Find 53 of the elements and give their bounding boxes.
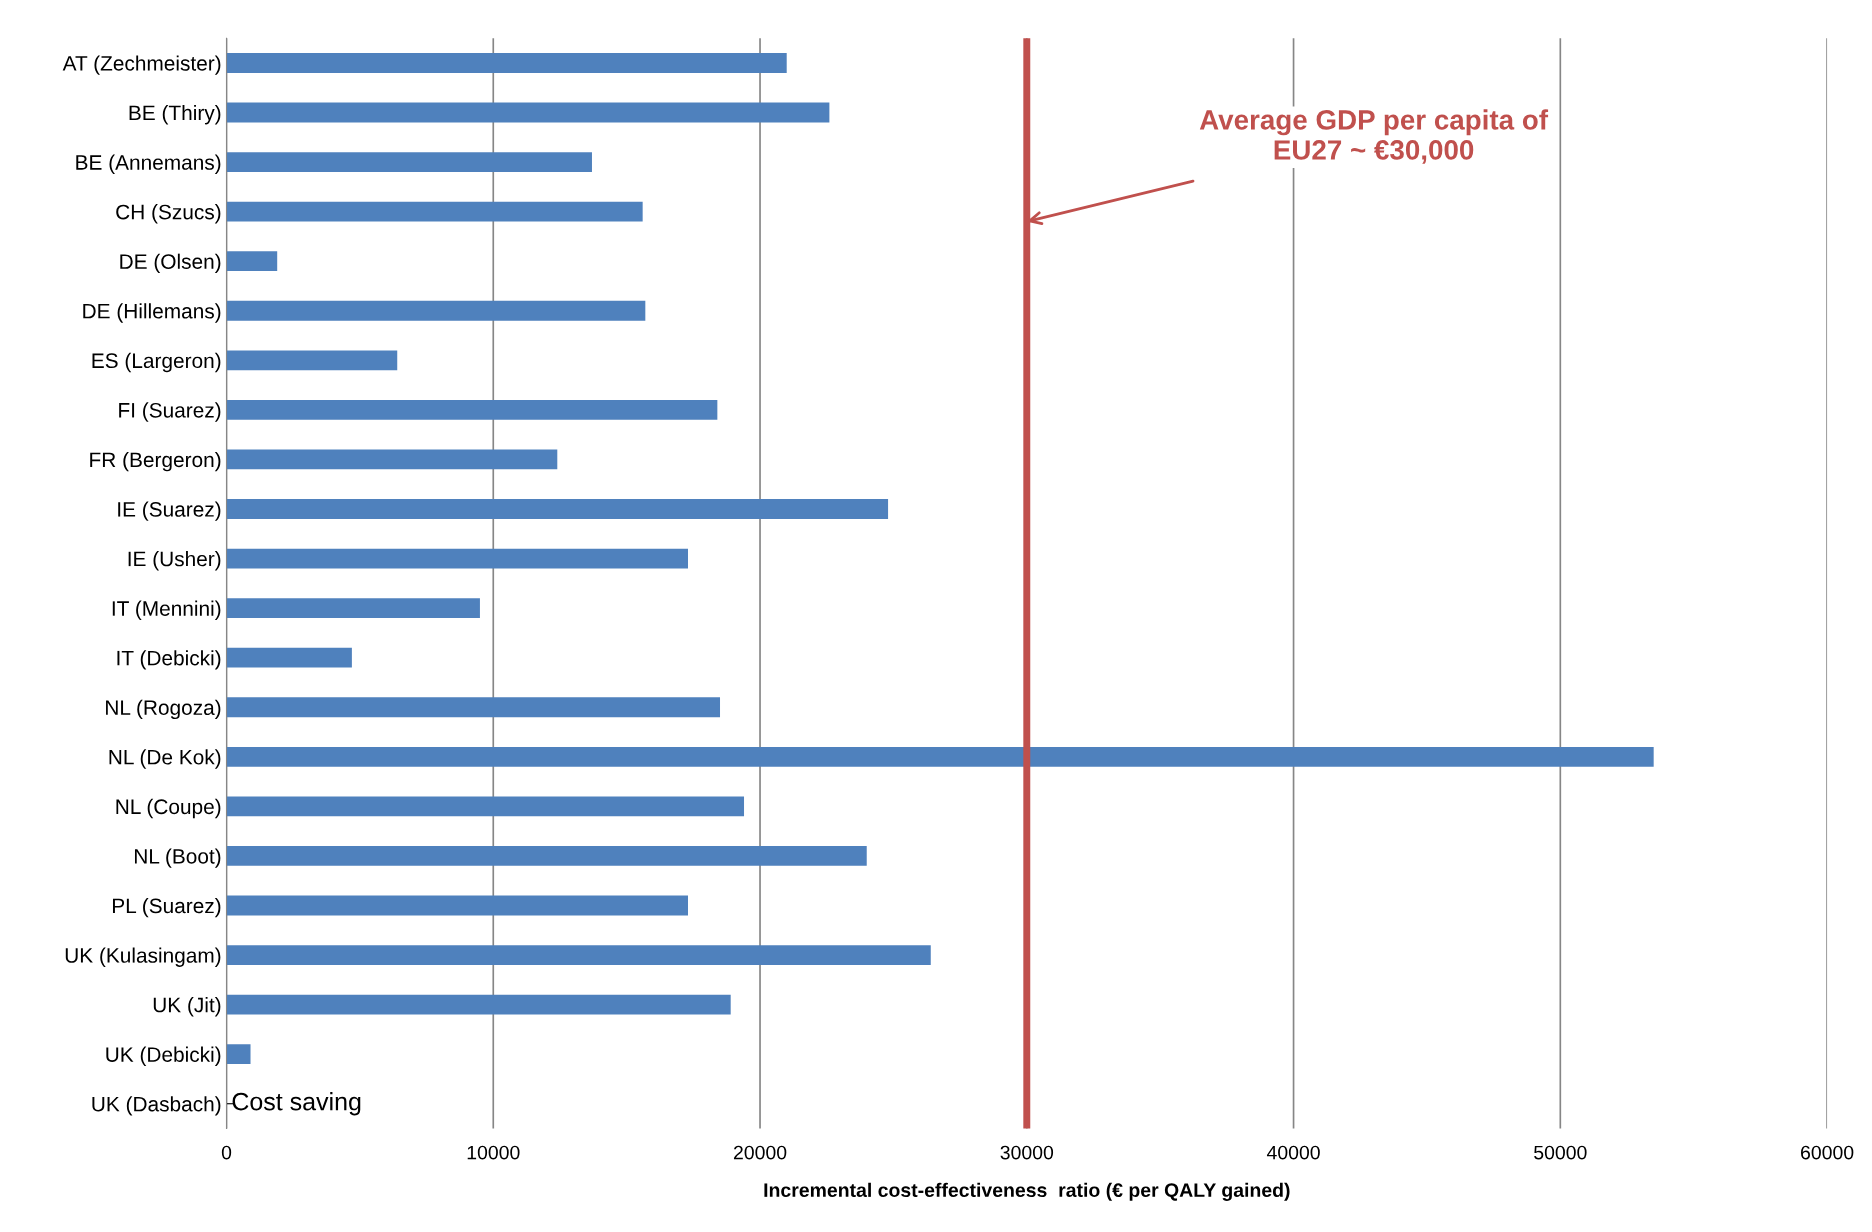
- ref-line-label: Average GDP per capita of EU27 ~ €30,000: [1199, 109, 1549, 164]
- y-tick-label: NL (Rogoza): [106, 699, 221, 720]
- bar: [226, 796, 745, 817]
- y-tick-label: UK (Jit): [153, 997, 221, 1017]
- bar: [226, 399, 718, 420]
- bar: [226, 647, 352, 668]
- y-tick-label: FR (Bergeron): [90, 451, 221, 472]
- x-tick-label: 60000: [1801, 1145, 1854, 1160]
- x-tick-label: 50000: [1534, 1145, 1587, 1160]
- y-tick-label: NL (Boot): [134, 848, 221, 868]
- bar: [226, 994, 731, 1015]
- y-tick-label: BE (Thiry): [129, 104, 221, 125]
- bar: [226, 697, 721, 718]
- x-tick-label: 10000: [467, 1145, 520, 1160]
- bar: [226, 350, 398, 371]
- annotation: Cost saving: [232, 1092, 361, 1116]
- y-tick-label: FI (Suarez): [119, 402, 221, 422]
- bar: [226, 152, 592, 172]
- y-tick-label: DE (Hillemans): [83, 303, 221, 323]
- y-tick-label: NL (Coupe): [116, 798, 221, 819]
- y-tick-label: IT (Mennini): [112, 600, 221, 620]
- x-tick-label: 40000: [1266, 1145, 1320, 1160]
- y-tick-label: IE (Suarez): [118, 501, 221, 521]
- y-tick-label: UK (Debicki): [106, 1046, 221, 1067]
- y-tick-label: AT (Zechmeister): [62, 55, 221, 75]
- x-tick-label: 30000: [1000, 1145, 1054, 1160]
- bar: [226, 598, 480, 619]
- y-tick-label: UK (Dasbach): [92, 1096, 221, 1116]
- bar: [226, 945, 931, 965]
- bar: [226, 895, 689, 916]
- bar: [226, 102, 830, 123]
- bar: [226, 251, 278, 272]
- y-tick-label: NL (De Kok): [109, 749, 221, 769]
- bar: [226, 449, 558, 470]
- bar: [226, 746, 1654, 767]
- y-tick-label: PL (Suarez): [112, 897, 221, 918]
- y-tick-label: BE (Annemans): [76, 154, 221, 174]
- bar: [226, 53, 787, 73]
- x-tick-label: 20000: [733, 1145, 787, 1160]
- y-tick-label: UK (Kulasingam): [65, 947, 221, 967]
- bar: [226, 499, 889, 519]
- bar: [226, 846, 867, 866]
- bar: [226, 300, 646, 321]
- x-tick-label: 0: [221, 1145, 232, 1160]
- y-tick-label: DE (Olsen): [120, 253, 221, 274]
- y-tick-label: CH (Szucs): [116, 204, 221, 224]
- y-tick-label: IT (Debicki): [117, 650, 221, 670]
- bar: [226, 548, 689, 569]
- x-axis-title: Incremental cost-effectiveness ratio (€ per QALY gained): [764, 1182, 1290, 1201]
- bar: [226, 201, 643, 222]
- y-tick-label: ES (Largeron): [92, 352, 221, 373]
- bar: [226, 1044, 251, 1065]
- y-tick-label: IE (Usher): [128, 551, 221, 571]
